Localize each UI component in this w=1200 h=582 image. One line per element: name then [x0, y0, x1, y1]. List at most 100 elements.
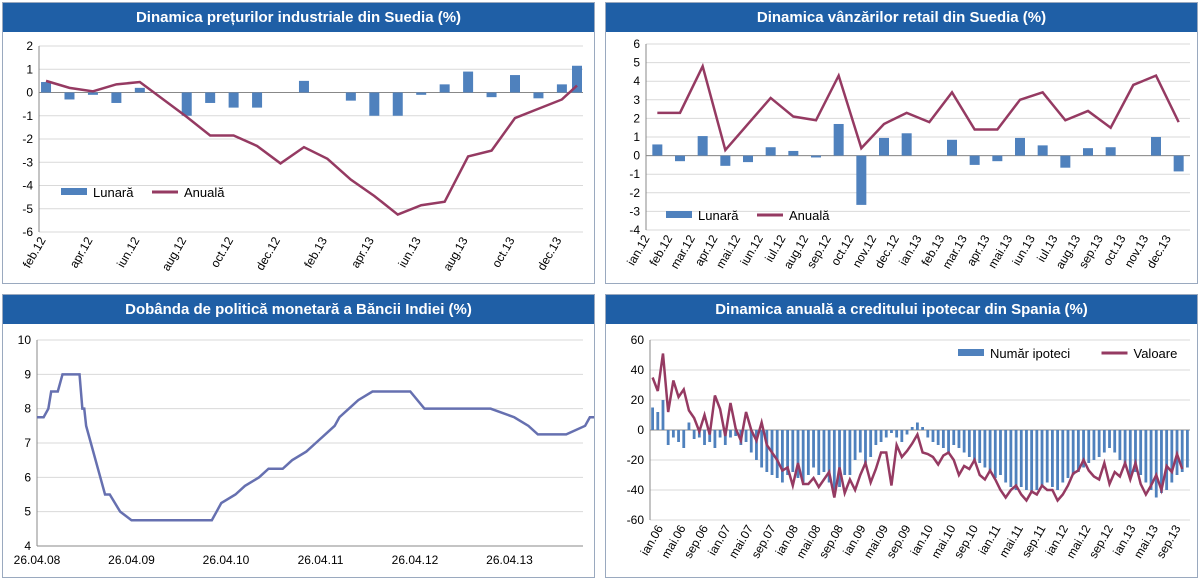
bar — [416, 92, 427, 95]
chart-title: Dobânda de politică monetară a Băncii In… — [3, 295, 594, 324]
bar — [864, 430, 867, 463]
bar — [729, 430, 732, 438]
bar — [858, 430, 862, 453]
bar — [983, 430, 987, 468]
bar — [993, 430, 997, 478]
y-tick-label: -4 — [22, 179, 33, 193]
y-tick-label: 3 — [633, 93, 640, 107]
y-tick-label: 20 — [631, 393, 645, 407]
bar — [890, 430, 893, 433]
bar — [510, 75, 520, 93]
bar — [743, 155, 753, 163]
bar — [817, 430, 821, 475]
bar — [1025, 430, 1028, 490]
y-tick-label: 0 — [26, 86, 33, 100]
x-tick-label: dec.12 — [253, 234, 283, 272]
x-tick-label: oct.13 — [489, 234, 518, 270]
x-tick-label: sep.11 — [1019, 522, 1049, 560]
legend-label: Anuală — [184, 185, 225, 200]
bar — [786, 430, 789, 475]
bar — [926, 430, 930, 438]
bar — [556, 84, 567, 93]
bar — [1019, 430, 1023, 487]
bar — [298, 80, 309, 93]
x-tick-label: 26.04.09 — [108, 553, 155, 567]
bar — [228, 92, 239, 108]
x-tick-label: 26.04.08 — [14, 553, 61, 567]
y-tick-label: 7 — [24, 436, 31, 450]
bar — [392, 92, 403, 116]
x-tick-label: iun.13 — [1009, 232, 1038, 268]
bar — [765, 430, 769, 472]
bar — [1037, 145, 1048, 156]
bar — [962, 430, 966, 453]
bar — [533, 92, 544, 99]
bar — [677, 430, 680, 442]
bar — [181, 92, 192, 116]
bar — [1186, 430, 1189, 468]
bar — [848, 430, 852, 475]
chart-svg: -60-40-200204060ian.06mai.06sep.06ian.07… — [627, 333, 1190, 561]
chart-panel-1: Dinamica prețurilor industriale din Sued… — [2, 2, 595, 284]
bar — [992, 155, 1003, 162]
bar — [572, 65, 582, 93]
y-tick-label: 9 — [24, 367, 31, 381]
x-tick-label: apr.13 — [348, 234, 377, 270]
bar — [692, 430, 696, 439]
bar — [947, 430, 950, 453]
bar — [1108, 430, 1111, 448]
bar — [874, 430, 878, 445]
x-tick-label: iun.12 — [737, 232, 766, 268]
bar — [1173, 155, 1184, 172]
x-tick-label: iun.13 — [395, 234, 424, 270]
bar — [734, 430, 738, 436]
y-tick-label: 6 — [24, 470, 31, 484]
bar — [941, 430, 945, 448]
bar — [1083, 148, 1093, 156]
legend-label: Anuală — [789, 208, 830, 223]
bar — [853, 430, 857, 460]
bar — [651, 407, 654, 430]
bar — [1102, 430, 1106, 453]
x-tick-label: oct.12 — [208, 234, 237, 270]
bar — [801, 430, 805, 483]
bar — [910, 427, 914, 430]
bar — [811, 155, 821, 158]
bar — [697, 136, 708, 156]
bar — [720, 155, 731, 166]
bar — [838, 430, 841, 487]
bar — [856, 155, 867, 205]
bar — [1056, 430, 1059, 490]
series-line-rate — [37, 373, 594, 522]
bar — [999, 430, 1002, 475]
bar — [1087, 430, 1091, 463]
bar — [921, 427, 924, 430]
bar — [765, 147, 776, 156]
y-tick-label: -5 — [22, 202, 33, 216]
chart-panel-3: Dobânda de politică monetară a Băncii In… — [2, 294, 595, 578]
legend-label: Valoare — [1134, 346, 1178, 361]
x-tick-label: feb.13 — [301, 234, 330, 270]
bar — [755, 430, 758, 460]
bar — [1165, 430, 1169, 490]
bar — [1014, 430, 1018, 490]
bar — [1082, 430, 1085, 468]
y-tick-label: 5 — [633, 56, 640, 70]
y-tick-label: 1 — [633, 130, 640, 144]
y-tick-label: -40 — [627, 483, 645, 497]
bar — [1118, 430, 1122, 460]
bar — [1060, 155, 1071, 168]
bar — [952, 430, 956, 445]
bar — [439, 84, 450, 93]
bar — [1134, 430, 1137, 472]
bar — [1180, 430, 1184, 472]
bar — [947, 139, 957, 156]
bar — [463, 71, 474, 93]
bar — [661, 400, 665, 430]
y-tick-label: 8 — [24, 402, 31, 416]
bar — [1051, 430, 1054, 487]
bar — [806, 430, 810, 475]
bar — [134, 87, 145, 93]
y-tick-label: -60 — [627, 513, 645, 527]
bar — [675, 155, 685, 162]
